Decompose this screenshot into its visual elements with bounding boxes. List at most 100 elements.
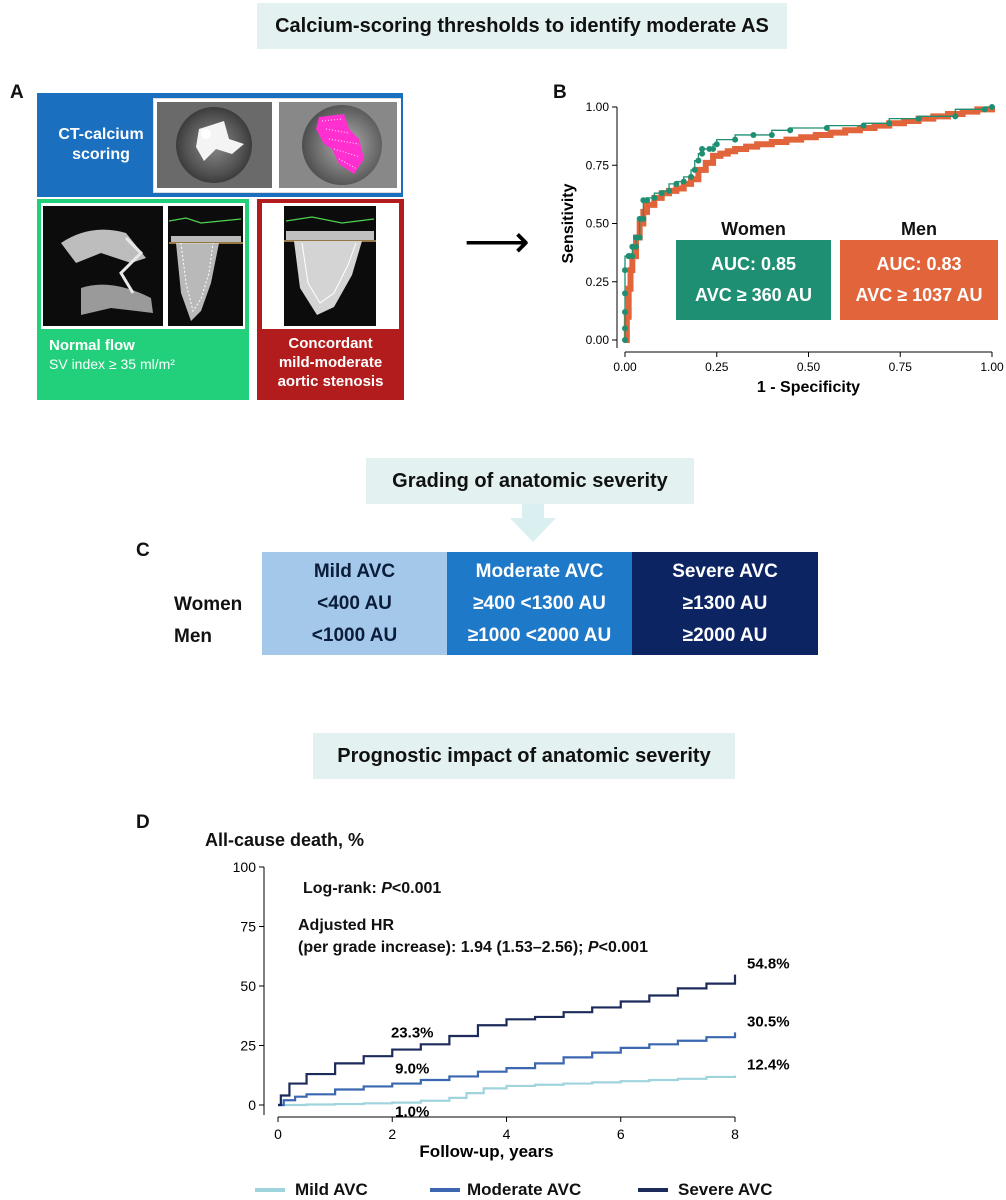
- panel-letter-c: C: [136, 540, 150, 561]
- km-series-mild-avc: [278, 1075, 737, 1107]
- km-x-tick-label: 0: [274, 1126, 282, 1142]
- km-label-2y-mild-avc: 1.0%: [395, 1104, 429, 1121]
- grading-row-label-men: Men: [174, 626, 212, 647]
- km-x-tick-label: 6: [617, 1126, 625, 1142]
- km-x-tick-label: 2: [388, 1126, 396, 1142]
- concordant-line2: mild-moderate: [278, 354, 383, 371]
- ct-calcium-label: CT-calcium scoring: [58, 126, 144, 163]
- roc-point-women: [750, 131, 757, 138]
- women-auc: AUC: 0.85: [710, 254, 797, 274]
- grade-moderate-header: Moderate AVC: [475, 560, 604, 582]
- km-series-moderate-avc: [278, 1032, 737, 1107]
- roc-y-tick-label: 0.50: [586, 217, 610, 231]
- roc-point-women: [622, 309, 628, 316]
- roc-point-women: [640, 215, 647, 222]
- grading-table: Mild AVC <400 AU <1000 AU Moderate AVC ≥…: [262, 552, 818, 655]
- roc-point-women: [622, 290, 628, 297]
- km-logrank-p: P: [381, 880, 392, 897]
- roc-point-women: [886, 120, 893, 127]
- roc-y-tick-label: 0.00: [586, 333, 610, 347]
- roc-series-men: [623, 106, 995, 343]
- roc-point-women: [981, 106, 988, 113]
- km-series-severe-avc: [278, 974, 737, 1107]
- grade-mild-men: <1000 AU: [311, 624, 398, 646]
- men-auc-box: AUC: 0.83 AVC ≥ 1037 AU: [840, 240, 998, 320]
- roc-x-tick-label: 0.50: [797, 360, 821, 374]
- km-hr-prefix: (per grade increase): 1.94 (1.53–2.56);: [298, 939, 588, 956]
- roc-point-women: [629, 253, 636, 260]
- roc-point-women: [952, 113, 959, 120]
- roc-point-women: [688, 173, 695, 180]
- roc-point-women: [680, 178, 687, 185]
- legend-moderate-swatch: [430, 1188, 460, 1192]
- ct-calcium-box: CT-calcium scoring: [37, 93, 403, 197]
- km-y-tick-label: 100: [233, 859, 257, 875]
- km-y-tick-label: 50: [240, 978, 256, 994]
- roc-x-tick-label: 0.75: [889, 360, 913, 374]
- grade-severe-header: Severe AVC: [672, 560, 778, 582]
- roc-point-women: [989, 104, 995, 110]
- roc-point-women: [695, 157, 702, 164]
- calcium-overlay: [316, 114, 364, 174]
- roc-x-tick-label: 0.25: [705, 360, 729, 374]
- roc-point-women: [666, 187, 673, 194]
- km-label-end-moderate-avc: 30.5%: [747, 1013, 790, 1030]
- km-label-end-severe-avc: 54.8%: [747, 956, 790, 973]
- roc-x-label: 1 - Specificity: [757, 379, 860, 396]
- km-x-label: Follow-up, years: [419, 1142, 553, 1161]
- men-threshold: AVC ≥ 1037 AU: [855, 285, 983, 305]
- concordant-text: Concordant mild-moderate aortic stenosis: [257, 334, 404, 391]
- roc-y-label: Sensitivity: [560, 183, 577, 263]
- roc-point-women: [658, 190, 665, 197]
- bottom-title: Prognostic impact of anatomic severity: [313, 733, 735, 779]
- roc-y-tick-label: 0.75: [586, 158, 610, 172]
- roc-point-women: [622, 325, 628, 332]
- km-hr-p: P: [587, 939, 599, 956]
- down-arrow-shape: [510, 504, 556, 542]
- roc-point-women: [673, 180, 680, 187]
- legend-mild-swatch: [255, 1188, 285, 1192]
- concordant-box: Concordant mild-moderate aortic stenosis: [257, 199, 404, 400]
- roc-y-tick-label: 1.00: [586, 100, 610, 114]
- middle-title: Grading of anatomic severity: [366, 458, 694, 504]
- ct-image-frame: [153, 98, 402, 193]
- roc-point-women: [860, 122, 867, 129]
- legend-mild-label: Mild AVC: [295, 1180, 368, 1199]
- grade-moderate-men: ≥1000 <2000 AU: [467, 624, 612, 646]
- legend-severe-swatch: [638, 1188, 668, 1192]
- roc-point-women: [651, 194, 658, 201]
- roc-point-women: [710, 145, 717, 152]
- echo-frame: [41, 203, 245, 329]
- roc-point-women: [732, 136, 739, 143]
- km-label-2y-severe-avc: 23.3%: [391, 1025, 434, 1042]
- echo-doppler-images: [43, 206, 243, 326]
- panel-letter-b: B: [553, 82, 567, 103]
- roc-point-women: [699, 150, 706, 157]
- legend-moderate-label: Moderate AVC: [467, 1180, 582, 1199]
- ct-scan-images: [157, 102, 397, 188]
- concordant-doppler-image: [284, 206, 376, 326]
- km-hr-suffix: <0.001: [598, 939, 648, 956]
- grade-mild: Mild AVC <400 AU <1000 AU: [262, 552, 447, 655]
- grade-moderate: Moderate AVC ≥400 <1300 AU ≥1000 <2000 A…: [447, 552, 632, 655]
- roc-point-women: [823, 124, 830, 131]
- km-y-tick-label: 25: [240, 1038, 256, 1054]
- concordant-image-frame: [262, 203, 399, 329]
- km-chart: 0 25 50 75 100 0 2 4 6 8 Follow-up, years 1.0% 12.4%…: [233, 859, 790, 1161]
- panel-letter-a: A: [10, 82, 24, 103]
- km-label-end-mild-avc: 12.4%: [747, 1056, 790, 1073]
- km-y-tick-label: 0: [248, 1097, 256, 1113]
- km-logrank: Log-rank: P<0.001: [303, 880, 441, 898]
- roc-point-women: [633, 243, 640, 250]
- roc-point-women: [636, 234, 643, 241]
- grade-severe: Severe AVC ≥1300 AU ≥2000 AU: [632, 552, 818, 655]
- grade-mild-header: Mild AVC: [313, 560, 396, 582]
- roc-point-women: [622, 267, 628, 274]
- roc-x-tick-label: 0.00: [613, 360, 637, 374]
- normal-flow-subtitle: SV index ≥ 35 ml/m²: [49, 356, 175, 372]
- km-x-tick-label: 8: [731, 1126, 739, 1142]
- km-legend: Mild AVC Moderate AVC Severe AVC: [255, 1180, 815, 1200]
- ct-frame-border: [37, 93, 403, 197]
- top-title: Calcium-scoring thresholds to identify m…: [257, 3, 787, 49]
- grade-moderate-women: ≥400 <1300 AU: [473, 592, 606, 614]
